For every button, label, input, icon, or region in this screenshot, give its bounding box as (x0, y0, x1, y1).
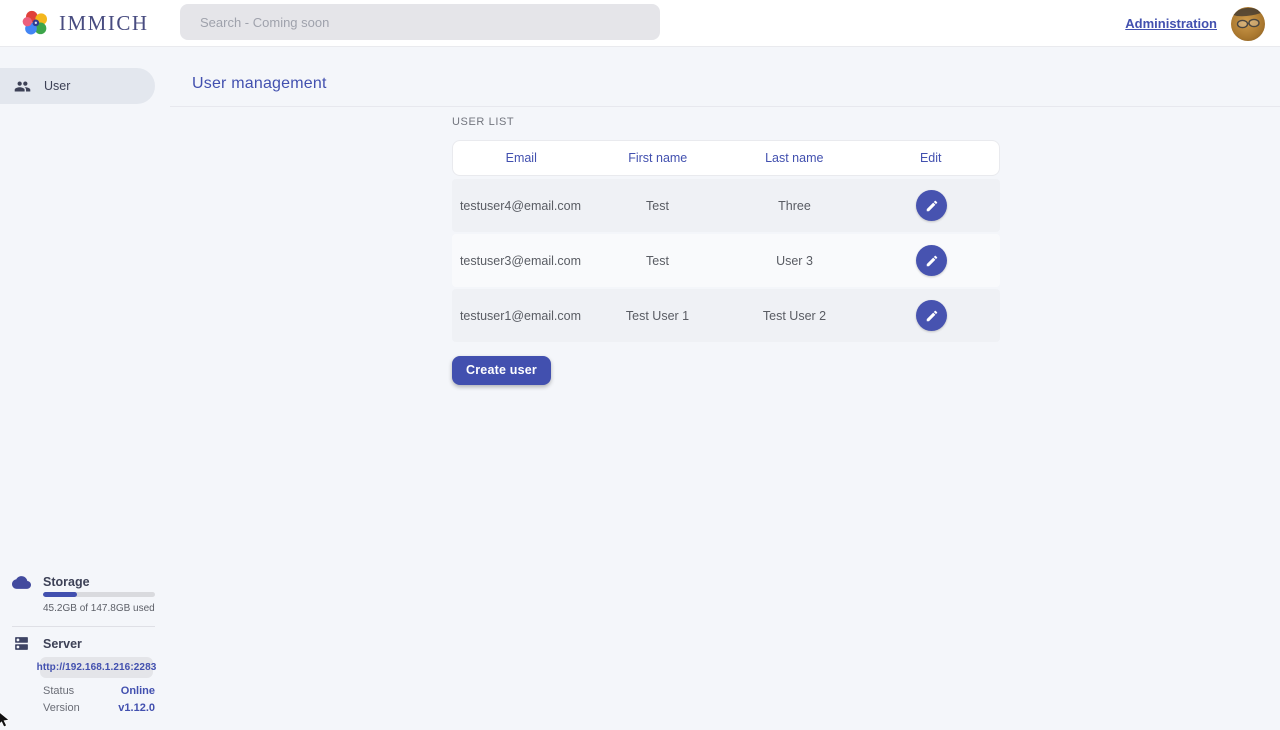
search-input[interactable] (180, 4, 660, 40)
cloud-icon (12, 573, 31, 592)
cell-first-name: Test (646, 198, 669, 213)
server-version-row: Version v1.12.0 (43, 702, 155, 714)
server-url-chip: http://192.168.1.216:2283 (37, 657, 156, 678)
table-row: testuser1@email.com Test User 1 Test Use… (452, 289, 1000, 342)
server-title: Server (43, 637, 82, 651)
brand: IMMICH (0, 8, 149, 38)
storage-progress-fill (43, 592, 78, 597)
administration-link[interactable]: Administration (1125, 16, 1217, 31)
edit-user-button[interactable] (916, 190, 947, 221)
cell-last-name: Test User 2 (762, 308, 827, 323)
cell-email: testuser1@email.com (459, 308, 582, 323)
cell-last-name: Three (778, 198, 811, 213)
column-header-last-name: Last name (765, 151, 824, 165)
sidebar-divider (12, 626, 155, 627)
mouse-cursor (0, 710, 15, 730)
server-icon (13, 635, 30, 652)
sidebar: User Storage 45.2GB of 147.8GB used Serv… (0, 47, 156, 730)
pencil-icon (925, 309, 939, 323)
users-icon (14, 78, 31, 95)
cell-first-name: Test (646, 253, 669, 268)
storage-usage-text: 45.2GB of 147.8GB used (43, 603, 155, 614)
cell-email: testuser4@email.com (459, 198, 582, 213)
version-label: Version (43, 702, 80, 714)
brand-title: IMMICH (59, 10, 149, 35)
edit-user-button[interactable] (916, 245, 947, 276)
pencil-icon (925, 254, 939, 268)
cell-first-name: Test User 1 (625, 308, 690, 323)
server-status-row: Status Online (43, 685, 155, 697)
user-list-label: USER LIST (452, 116, 515, 128)
user-avatar[interactable] (1231, 6, 1265, 41)
storage-progress-bar (43, 592, 155, 597)
column-header-first-name: First name (628, 151, 688, 165)
cell-email: testuser3@email.com (459, 253, 582, 268)
table-row: testuser3@email.com Test User 3 (452, 234, 1000, 287)
user-table-header: Email First name Last name Edit (452, 140, 1000, 176)
column-header-edit: Edit (919, 151, 942, 165)
sidebar-item-user-label: User (44, 79, 71, 93)
storage-title: Storage (43, 575, 90, 589)
immich-logo-icon (21, 8, 51, 38)
pencil-icon (925, 199, 939, 213)
table-row: testuser4@email.com Test Three (452, 179, 1000, 232)
create-user-button[interactable]: Create user (452, 356, 551, 385)
version-value: v1.12.0 (118, 702, 155, 714)
main-content: User management USER LIST Email First na… (0, 47, 1280, 730)
page-title: User management (192, 75, 327, 92)
edit-user-button[interactable] (916, 300, 947, 331)
sidebar-item-user[interactable]: User (0, 68, 155, 104)
status-value: Online (120, 685, 155, 697)
status-label: Status (43, 685, 75, 697)
column-header-email: Email (505, 151, 537, 165)
topbar: IMMICH Administration (0, 0, 1280, 47)
title-divider (170, 106, 1280, 107)
cell-last-name: User 3 (776, 253, 813, 268)
